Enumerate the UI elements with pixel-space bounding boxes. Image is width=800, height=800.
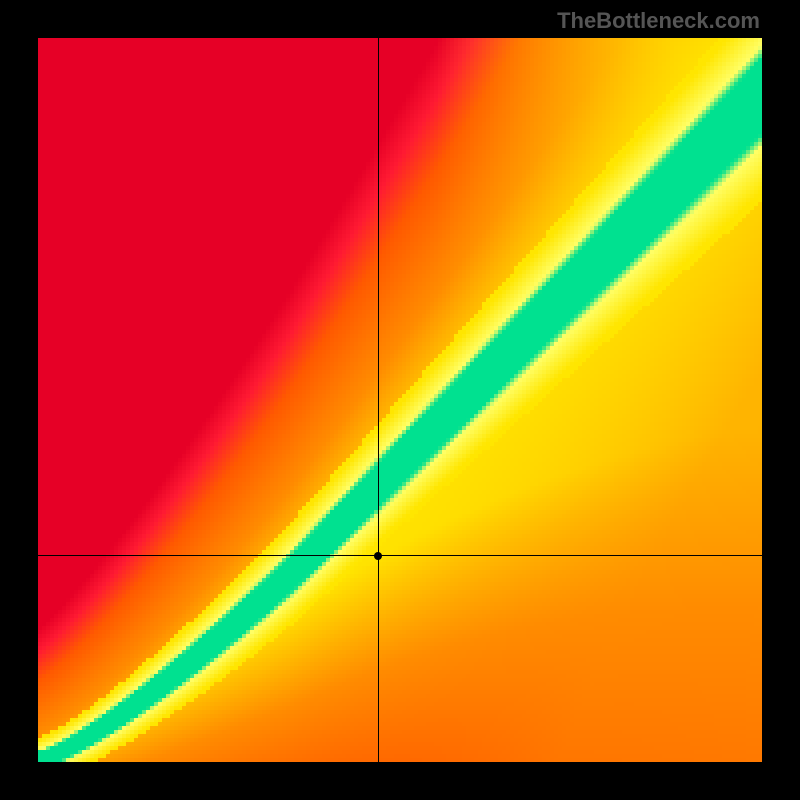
- crosshair-vertical: [378, 38, 379, 762]
- chart-frame: TheBottleneck.com: [0, 0, 800, 800]
- crosshair-horizontal: [38, 555, 762, 556]
- crosshair-marker-dot: [374, 552, 382, 560]
- bottleneck-heatmap: [38, 38, 762, 762]
- watermark-text: TheBottleneck.com: [557, 8, 760, 34]
